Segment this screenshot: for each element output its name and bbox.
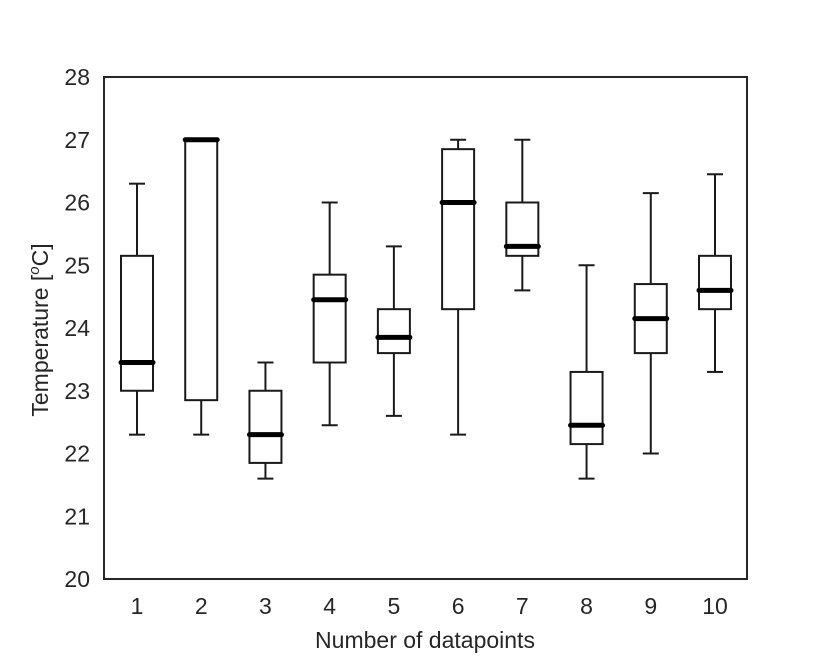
plot-marks xyxy=(118,137,734,480)
x-axis-ticks: 1 2 3 4 5 6 7 8 9 10 xyxy=(131,593,728,619)
box-10 xyxy=(696,173,734,373)
y-axis-label-tail: C] xyxy=(27,243,53,266)
iqr-box xyxy=(312,273,347,364)
x-axis-label: Number of datapoints xyxy=(315,627,535,653)
x-tick-label: 1 xyxy=(131,593,144,619)
y-tick-label: 26 xyxy=(64,190,90,216)
y-tick-label: 21 xyxy=(64,503,90,529)
box-3 xyxy=(246,361,284,480)
iqr-box xyxy=(698,254,732,311)
x-tick-label: 8 xyxy=(580,593,593,619)
x-tick-label: 3 xyxy=(259,593,272,619)
iqr-box xyxy=(441,148,476,311)
y-tick-label: 20 xyxy=(64,566,90,592)
x-tick-label: 4 xyxy=(323,593,336,619)
y-axis-label-main: Temperature [ xyxy=(27,274,53,417)
box-7 xyxy=(503,138,541,292)
y-tick-label: 23 xyxy=(64,378,90,404)
box-5 xyxy=(375,245,413,417)
iqr-box xyxy=(120,254,154,392)
box-6 xyxy=(439,138,477,436)
y-tick-label: 25 xyxy=(64,252,90,278)
iqr-box xyxy=(248,389,283,464)
iqr-box xyxy=(376,308,411,355)
box-8 xyxy=(568,264,606,480)
x-tick-label: 10 xyxy=(702,593,728,619)
box-9 xyxy=(632,192,670,455)
x-tick-label: 5 xyxy=(387,593,400,619)
box-2 xyxy=(182,137,220,436)
y-tick-label: 27 xyxy=(64,127,90,153)
y-axis-label-sup: o xyxy=(26,266,43,274)
iqr-box xyxy=(184,138,219,402)
x-tick-label: 2 xyxy=(195,593,208,619)
x-tick-label: 9 xyxy=(644,593,657,619)
plot-frame xyxy=(103,76,748,580)
y-axis-ticks: 20 21 22 23 24 25 26 27 28 xyxy=(64,64,90,592)
y-tick-label: 24 xyxy=(64,315,90,341)
x-tick-label: 7 xyxy=(516,593,529,619)
y-axis-label: Temperature [oC] xyxy=(26,243,53,416)
box-4 xyxy=(311,201,349,427)
x-tick-label: 6 xyxy=(452,593,465,619)
y-tick-label: 28 xyxy=(64,64,90,90)
y-tick-label: 22 xyxy=(64,441,90,467)
iqr-box xyxy=(569,370,604,446)
box-1 xyxy=(118,182,156,436)
